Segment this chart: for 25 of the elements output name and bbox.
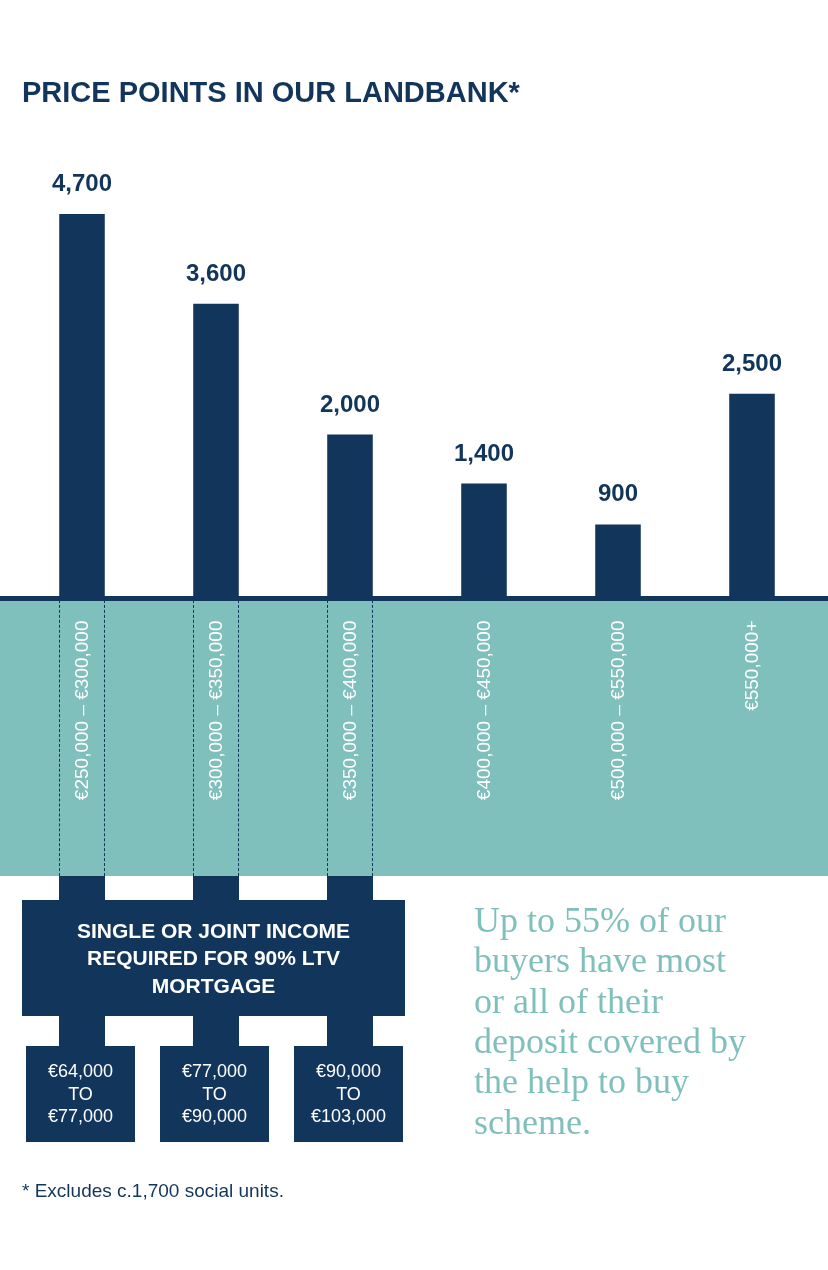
text: €64,000 TO €77,000 — [26, 1046, 135, 1142]
x-tick-label: €300,000 – €350,000 — [205, 620, 226, 801]
data-label: 2,500 — [721, 348, 783, 376]
bar — [59, 214, 105, 598]
bar — [729, 393, 775, 598]
chart-title: PRICE POINTS IN OUR LANDBANK* — [22, 76, 520, 109]
data-label: 3,600 — [185, 258, 247, 286]
data-label: 1,400 — [453, 438, 515, 466]
bar — [193, 303, 239, 598]
text: €77,000 TO €90,000 — [160, 1046, 269, 1142]
data-label: 900 — [597, 479, 639, 507]
text: €90,000 TO €103,000 — [294, 1046, 403, 1142]
data-label: 2,000 — [319, 389, 381, 417]
x-tick-label: €350,000 – €400,000 — [339, 620, 360, 801]
text: Up to 55% of our buyers have most or all of their deposit covered by the help to buy scheme. — [474, 900, 747, 1142]
bar — [595, 524, 641, 598]
x-tick-label: €550,000+ — [741, 620, 762, 711]
x-tick-label: €500,000 – €550,000 — [607, 620, 628, 801]
bar — [327, 434, 373, 598]
text: * Excludes c.1,700 social units. — [22, 1180, 284, 1202]
x-tick-label: €250,000 – €300,000 — [71, 620, 92, 801]
x-tick-label: €400,000 – €450,000 — [473, 620, 494, 801]
data-label: 4,700 — [51, 169, 113, 196]
bar — [461, 483, 507, 598]
text: SINGLE OR JOINT INCOME REQUIRED FOR 90% LTV MORTGAGE — [22, 900, 405, 1016]
